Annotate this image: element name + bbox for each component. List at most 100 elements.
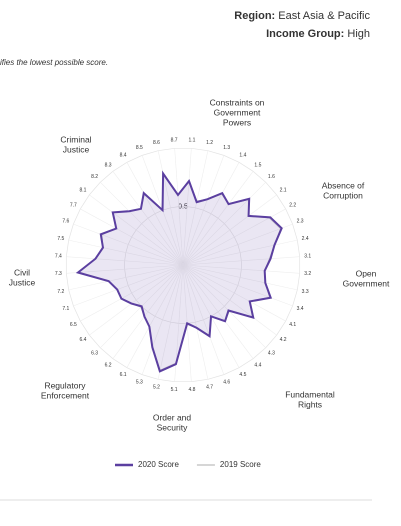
category-label: 8.3: [105, 162, 112, 168]
category-label: 1.6: [268, 174, 275, 180]
category-label: 1.5: [254, 162, 261, 168]
factor-label: Fundamental: [285, 389, 335, 399]
category-label: 2.2: [289, 202, 296, 208]
region-label: Region:: [234, 10, 275, 22]
factor-label: Constraints on: [210, 97, 265, 107]
spoke: [182, 150, 209, 266]
spoke: [80, 208, 184, 266]
note: ifies the lowest possible score.: [0, 58, 108, 67]
category-label: 4.3: [268, 351, 275, 357]
spoke: [100, 182, 184, 266]
spoke: [182, 182, 266, 266]
category-label: 8.6: [153, 140, 160, 146]
spoke: [182, 239, 298, 266]
spoke: [182, 171, 254, 266]
income-line: Income Group: High: [266, 28, 370, 40]
category-label: 7.3: [55, 271, 62, 277]
category-label: 3.1: [304, 253, 311, 259]
category-label: 6.4: [79, 337, 86, 343]
category-label: 3.2: [304, 271, 311, 277]
spoke: [157, 150, 184, 266]
spoke: [89, 264, 184, 336]
category-label: 6.1: [120, 372, 127, 378]
spoke: [73, 223, 184, 266]
category-label: 8.5: [136, 145, 143, 151]
spoke: [182, 264, 300, 274]
series-shape: [75, 170, 283, 373]
spoke: [182, 155, 225, 266]
spoke: [182, 264, 298, 291]
category-label: 5.1: [171, 387, 178, 393]
category-label: 8.1: [79, 187, 86, 193]
category-label: 8.4: [120, 153, 127, 159]
spoke: [182, 264, 266, 348]
category-label: 1.3: [223, 145, 230, 151]
category-label: 4.8: [188, 387, 195, 393]
spoke: [112, 171, 184, 266]
category-label: 1.2: [206, 140, 213, 146]
factor-label: Absence of: [322, 180, 365, 190]
factor-label: Powers: [223, 117, 251, 127]
category-label: 8.7: [171, 138, 178, 144]
spoke: [182, 264, 225, 375]
spoke: [182, 256, 300, 266]
factor-label: Corruption: [323, 190, 363, 200]
spoke: [66, 264, 184, 274]
factor-label: Justice: [63, 144, 90, 154]
factor-label: Government: [343, 278, 390, 288]
spoke: [182, 194, 277, 266]
spoke: [68, 264, 184, 291]
spoke: [112, 264, 184, 359]
spoke: [80, 264, 184, 322]
r-tick-label: 0.5: [178, 203, 188, 210]
factor-label: Rights: [298, 399, 322, 409]
category-label: 4.5: [239, 372, 246, 378]
category-label: 2.4: [302, 236, 309, 242]
spoke: [182, 264, 277, 336]
category-label: 1.4: [239, 153, 246, 159]
category-label: 3.4: [297, 306, 304, 312]
category-label: 7.5: [57, 236, 64, 242]
factor-label: Order and: [153, 412, 192, 422]
spoke: [182, 264, 254, 359]
factor-label: Justice: [9, 277, 36, 287]
spoke: [182, 264, 286, 322]
category-label: 5.2: [153, 384, 160, 390]
region: East Asia & Pacific: [278, 10, 370, 22]
factor-label: Security: [157, 422, 188, 432]
factor-label: Civil: [14, 267, 30, 277]
category-label: 2.3: [297, 219, 304, 225]
region-line: Region: East Asia & Pacific: [234, 10, 370, 22]
spoke: [89, 194, 184, 266]
income: High: [347, 28, 370, 40]
category-label: 4.1: [289, 322, 296, 328]
category-label: 7.4: [55, 253, 62, 259]
income-label: Income Group:: [266, 28, 344, 40]
spoke: [66, 256, 184, 266]
category-label: 4.6: [223, 379, 230, 385]
category-label: 6.3: [91, 351, 98, 357]
legend-label: 2020 Score: [138, 460, 179, 469]
spoke: [174, 148, 184, 266]
spoke: [182, 264, 209, 380]
spoke: [126, 264, 184, 368]
factor-label: Regulatory: [44, 380, 86, 390]
factor-label: Criminal: [60, 134, 91, 144]
factor-label: Open: [356, 268, 377, 278]
spoke: [157, 264, 184, 380]
spoke: [126, 162, 184, 266]
category-label: 5.3: [136, 379, 143, 385]
spoke: [141, 264, 184, 375]
spoke: [182, 223, 293, 266]
category-label: 7.2: [57, 289, 64, 295]
category-label: 7.6: [62, 219, 69, 225]
category-label: 1.1: [188, 138, 195, 144]
category-label: 4.7: [206, 384, 213, 390]
spoke: [182, 148, 192, 266]
spoke: [182, 162, 240, 266]
category-label: 6.2: [105, 362, 112, 368]
factor-label: Government: [214, 107, 261, 117]
category-label: 7.7: [70, 202, 77, 208]
category-label: 4.2: [280, 337, 287, 343]
